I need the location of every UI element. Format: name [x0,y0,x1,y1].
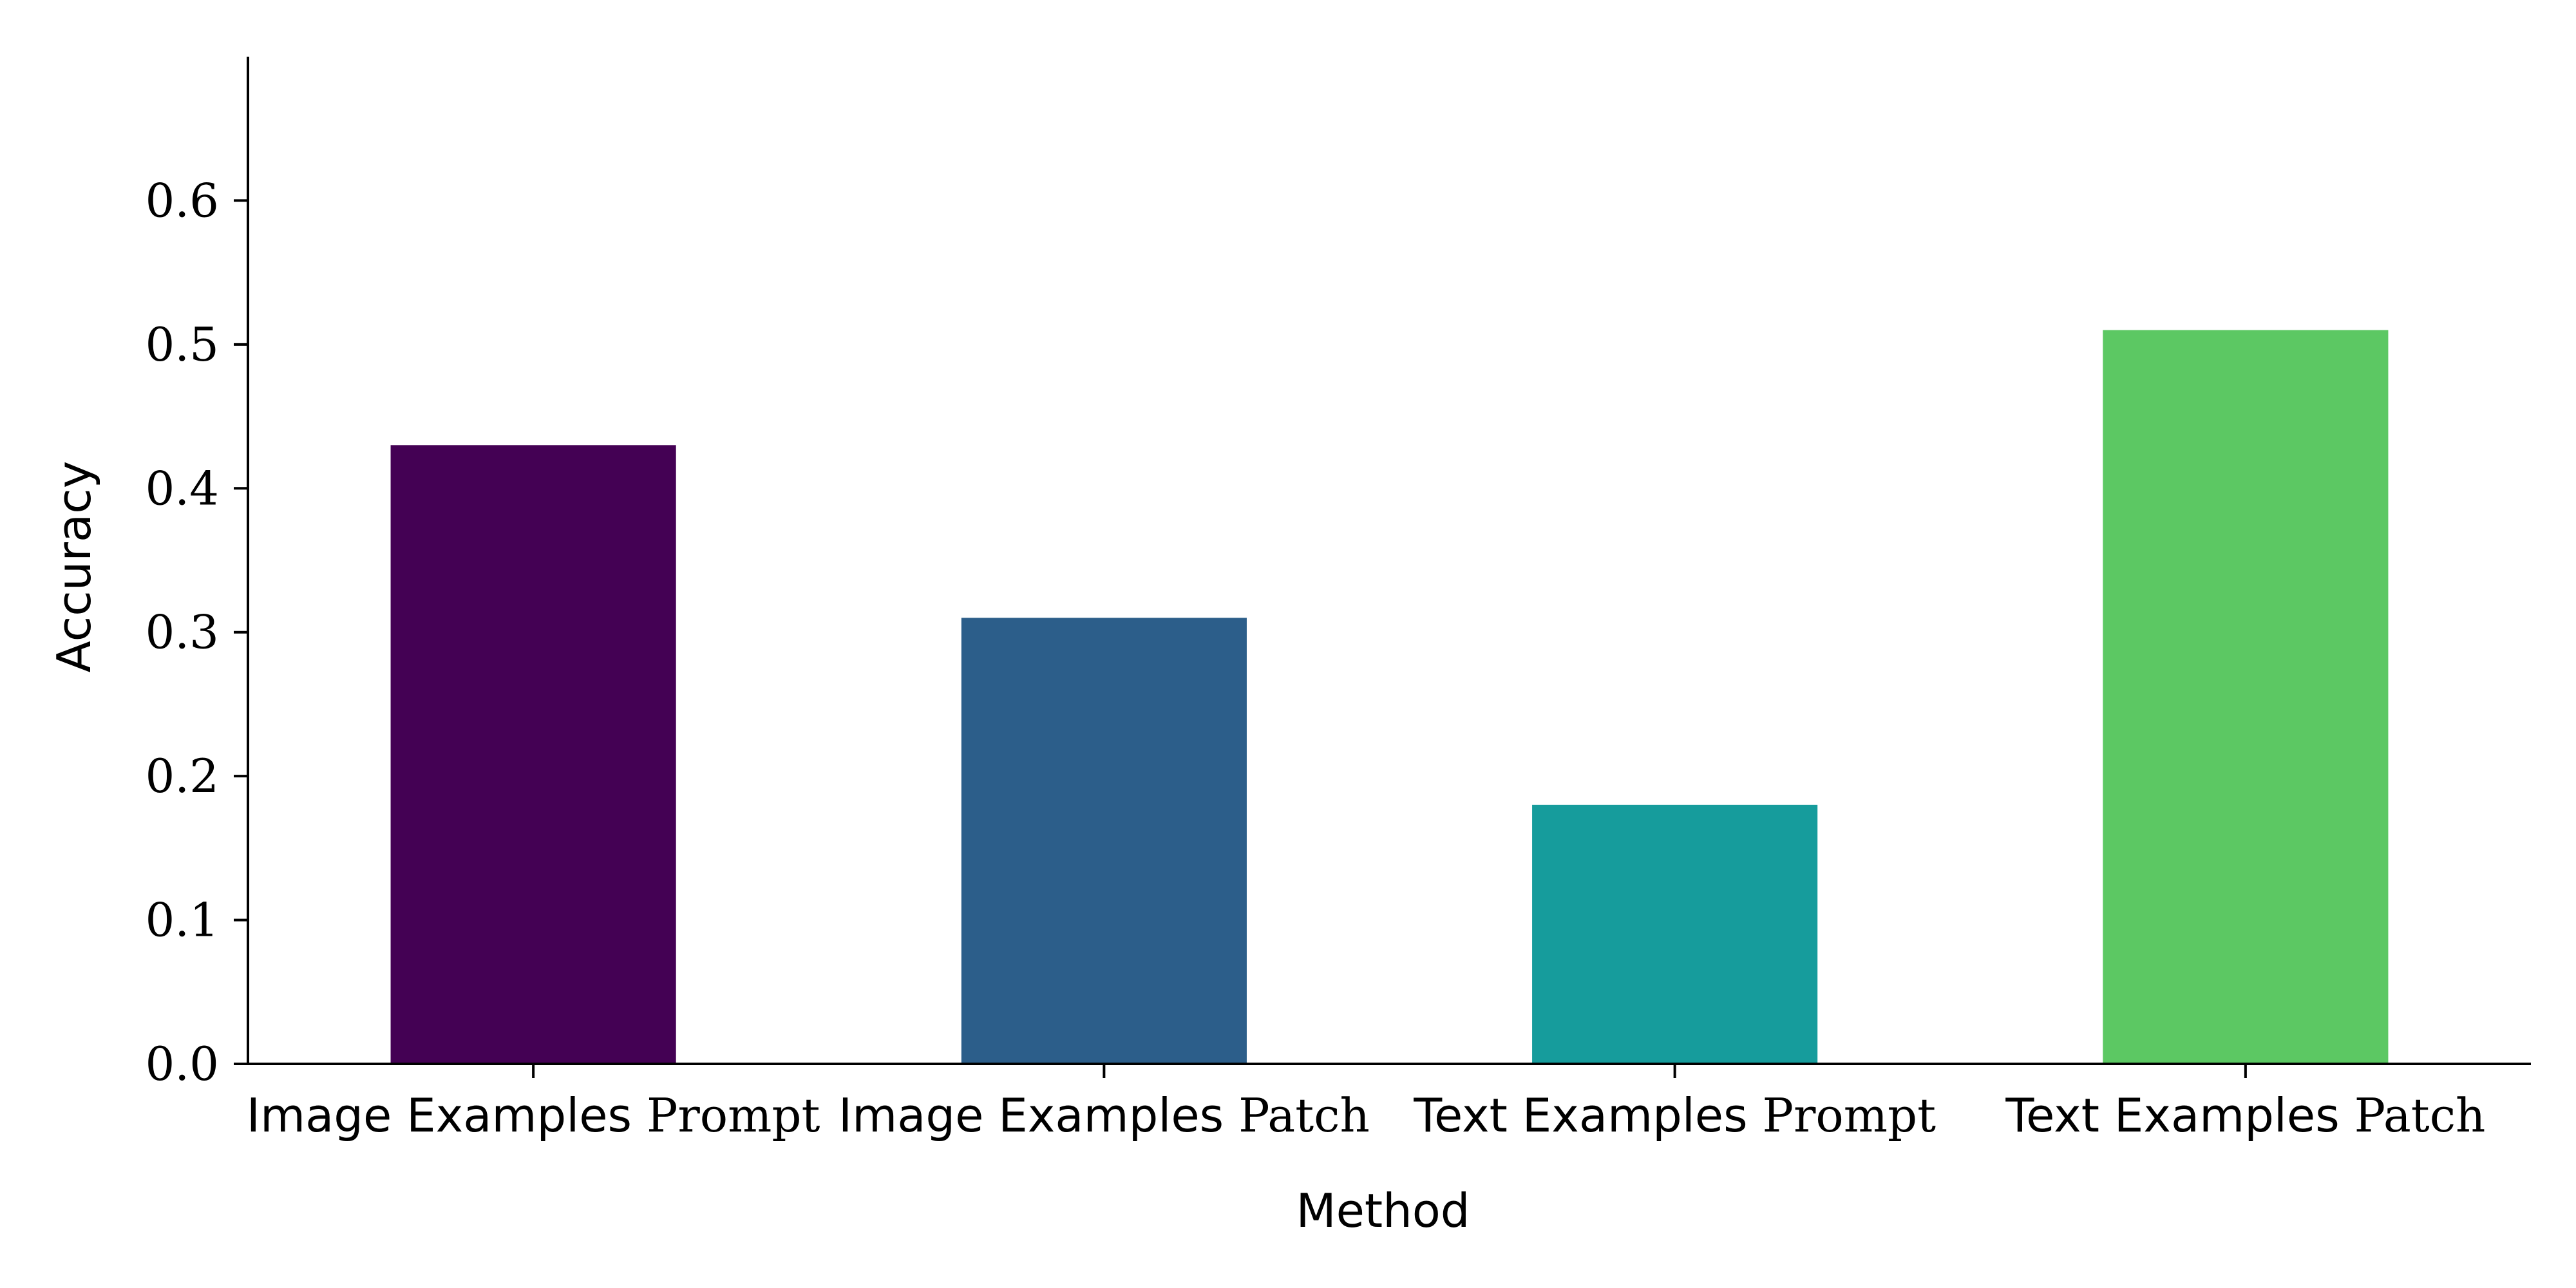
y-tick-label: 0.3 [145,605,219,659]
x-tick-label: Image Examples Prompt [247,1088,820,1142]
x-tick-label-part: Image Examples [838,1088,1238,1142]
x-tick-label: Text Examples Prompt [1413,1088,1936,1142]
y-tick-label: 0.4 [145,461,219,515]
x-axis-title: Method [1296,1184,1470,1238]
x-tick-label: Text Examples Patch [2005,1088,2485,1142]
x-tick-label-part: Patch [2354,1088,2486,1142]
y-axis: 0.0 0.1 0.2 0.3 0.4 0.5 0.6 [145,57,249,1091]
x-tick-label-part: Image Examples [247,1088,647,1142]
x-tick-label-part: Patch [1238,1088,1370,1142]
y-tick-label: 0.1 [145,893,219,947]
bar-1 [390,445,676,1064]
y-tick-label: 0.5 [145,317,219,372]
x-tick-label-part: Prompt [1763,1088,1937,1142]
bar-2 [961,618,1247,1064]
bar-4 [2103,330,2389,1064]
x-tick-label-part: Text Examples [1413,1088,1762,1142]
y-axis-title: Accuracy [47,461,101,673]
x-tick-label: Image Examples Patch [838,1088,1370,1142]
bar-3 [1532,804,1818,1064]
bars-group [390,330,2389,1064]
x-axis: Image Examples Prompt Image Examples Patc… [247,1063,2531,1142]
y-tick-label: 0.6 [145,173,219,227]
x-tick-label-part: Prompt [647,1088,820,1142]
y-tick-label: 0.0 [145,1037,219,1091]
y-tick-label: 0.2 [145,749,219,803]
x-tick-label-part: Text Examples [2005,1088,2354,1142]
